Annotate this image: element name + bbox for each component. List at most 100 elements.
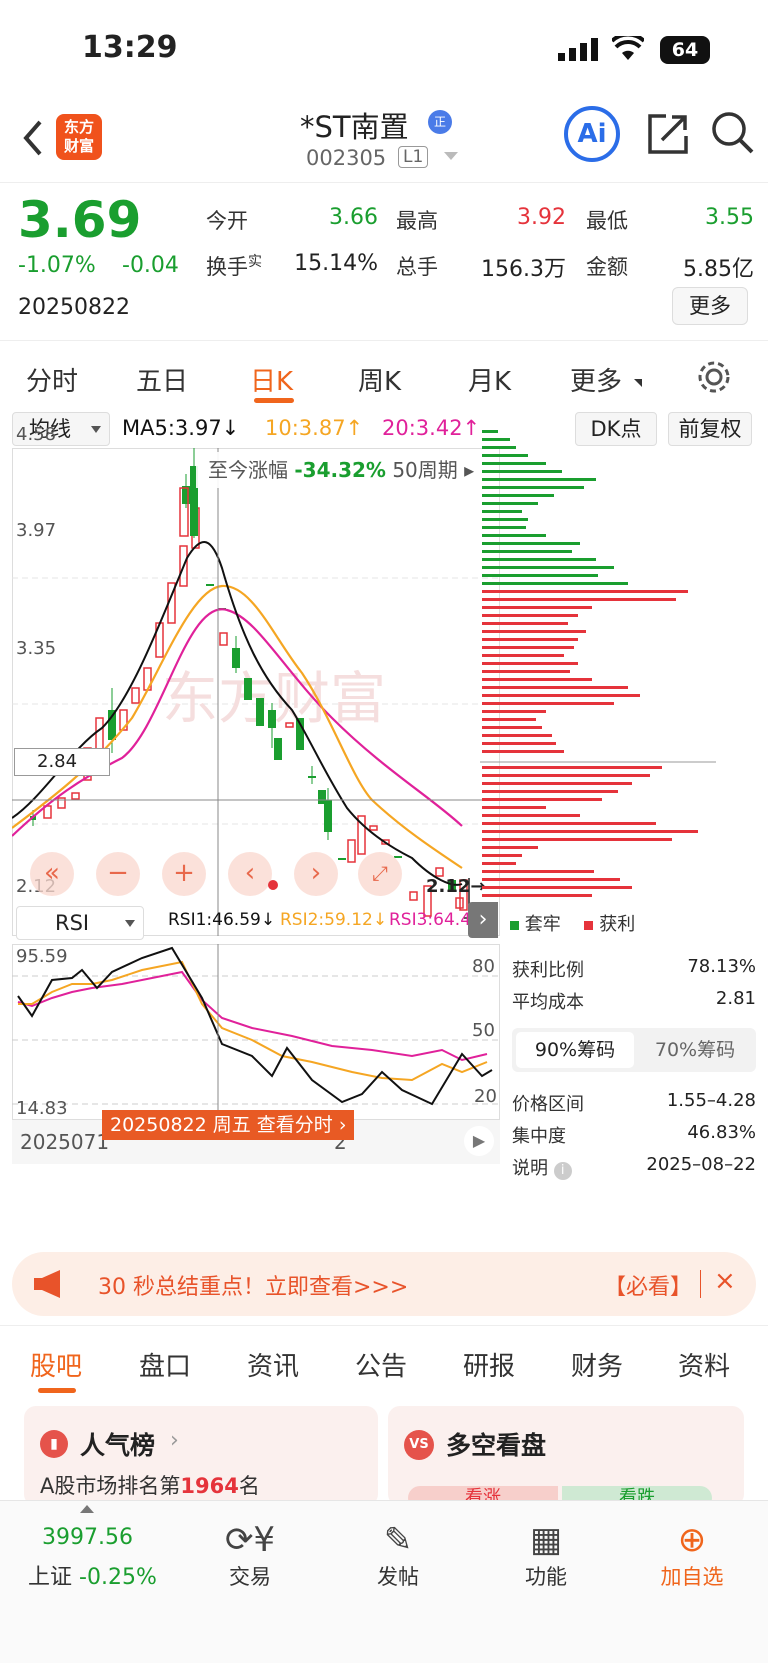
tab-chip-90[interactable]: 90%筹码 bbox=[516, 1032, 634, 1068]
popular-rank-title: 人气榜 bbox=[80, 1431, 156, 1460]
back-icon[interactable] bbox=[20, 118, 44, 158]
info-icon[interactable]: i bbox=[553, 1162, 572, 1180]
rsi3-line bbox=[17, 970, 488, 1062]
chart-badge-icon: ▮ bbox=[40, 1430, 68, 1458]
stat-value-amount: 5.85亿 bbox=[683, 257, 754, 282]
nav-add-watchlist[interactable]: ⊕ 加自选 bbox=[642, 1519, 742, 1591]
close-banner-icon[interactable]: × bbox=[714, 1266, 736, 1296]
tab-pankou[interactable]: 盘口 bbox=[139, 1352, 192, 1382]
price-range-label: 价格区间 bbox=[512, 1094, 584, 1115]
popular-rank-card[interactable]: ▮ 人气榜 › A股市场排名第1964名 bbox=[24, 1406, 378, 1506]
previous-button[interactable]: ‹ bbox=[228, 852, 272, 896]
tab-finance[interactable]: 财务 bbox=[571, 1352, 624, 1382]
megaphone-icon bbox=[34, 1270, 60, 1298]
popular-rank-text: A股市场排名第1964名 bbox=[40, 1474, 260, 1498]
rsi2-line bbox=[18, 960, 488, 1082]
rsi-top-label: 95.59 bbox=[16, 946, 68, 967]
chip-legend: 套牢 获利 bbox=[510, 910, 635, 936]
nav-functions[interactable]: ▦ 功能 bbox=[496, 1519, 596, 1591]
last-price: 3.69 bbox=[18, 191, 142, 249]
period-change-bar[interactable]: 至今涨幅 -34.32% 50周期 ▸ bbox=[196, 452, 496, 488]
tab-announcements[interactable]: 公告 bbox=[355, 1352, 408, 1382]
stat-label-low: 最低 bbox=[586, 209, 628, 233]
note-date: 2025–08–22 bbox=[646, 1154, 756, 1175]
tab-profile[interactable]: 资料 bbox=[678, 1352, 731, 1382]
rsi2-value: RSI2:59.12↓ bbox=[280, 910, 388, 930]
add-circle-icon: ⊕ bbox=[677, 1520, 707, 1560]
select-caret-icon bbox=[91, 426, 101, 433]
caret-up-icon[interactable] bbox=[80, 1505, 94, 1513]
stat-label-high: 最高 bbox=[396, 209, 438, 233]
concentration-label: 集中度 bbox=[512, 1126, 566, 1147]
zoom-in-button[interactable]: + bbox=[162, 852, 206, 896]
concentration-value: 46.83% bbox=[687, 1122, 756, 1143]
ma5-value: MA5:3.97↓ bbox=[122, 416, 240, 440]
dropdown-icon[interactable] bbox=[444, 152, 458, 160]
tab-five-day[interactable]: 五日 bbox=[136, 367, 189, 397]
dk-point-button[interactable]: DK点 bbox=[575, 412, 657, 446]
y-label-top: 4.58 bbox=[16, 424, 57, 445]
ma-select[interactable]: 均线 bbox=[12, 412, 110, 446]
y-label-3-97: 3.97 bbox=[16, 520, 57, 541]
tab-research[interactable]: 研报 bbox=[463, 1352, 516, 1382]
tab-news[interactable]: 资讯 bbox=[247, 1352, 300, 1382]
share-icon[interactable] bbox=[646, 112, 690, 156]
edit-icon: ✎ bbox=[383, 1520, 413, 1560]
tab-weekly-k[interactable]: 周K bbox=[358, 367, 402, 397]
play-icon[interactable]: ▶ bbox=[464, 1126, 494, 1156]
stat-label-amount: 金额 bbox=[586, 255, 628, 279]
selected-date-tag[interactable]: 20250822 周五 查看分时 › bbox=[102, 1110, 355, 1140]
stat-label-open: 今开 bbox=[206, 209, 248, 233]
price-range-value: 1.55–4.28 bbox=[666, 1090, 756, 1111]
avg-cost-value: 2.81 bbox=[715, 988, 756, 1009]
rsi-plot[interactable] bbox=[12, 944, 500, 1120]
index-value[interactable]: 3997.56 bbox=[42, 1525, 133, 1550]
ai-button[interactable]: Ai bbox=[564, 106, 620, 162]
app-logo: 东方 财富 bbox=[56, 114, 102, 160]
ma20-value: 20:3.42↑ bbox=[382, 416, 481, 440]
zoom-out-button[interactable]: − bbox=[96, 852, 140, 896]
next-button[interactable]: › bbox=[294, 852, 338, 896]
wifi-icon bbox=[612, 36, 644, 60]
tab-more[interactable]: 更多 bbox=[570, 367, 623, 397]
profit-ratio-label: 获利比例 bbox=[512, 960, 584, 981]
nav-post[interactable]: ✎ 发帖 bbox=[348, 1519, 448, 1591]
bull-bear-card[interactable]: VS 多空看盘 看涨 看跌 bbox=[388, 1406, 744, 1510]
stat-value-turnover: 15.14% bbox=[294, 251, 378, 276]
expand-panel-button[interactable]: › bbox=[468, 902, 498, 938]
chip-bars-profit bbox=[482, 590, 698, 897]
chip-distribution-histogram bbox=[480, 430, 716, 897]
tab-monthly-k[interactable]: 月K bbox=[468, 367, 512, 397]
tab-guba[interactable]: 股吧 bbox=[30, 1352, 83, 1382]
rsi-bottom-label: 14.83 bbox=[16, 1098, 68, 1119]
signal-icon bbox=[558, 38, 598, 61]
battery-icon: 64 bbox=[660, 36, 710, 64]
tab-daily-k[interactable]: 日K bbox=[250, 367, 294, 397]
date-start: 2025071 bbox=[20, 1130, 110, 1154]
nav-trade[interactable]: ⟳¥ 交易 bbox=[200, 1519, 300, 1591]
index-summary[interactable]: 上证 -0.25% bbox=[28, 1565, 157, 1590]
bull-bear-title: 多空看盘 bbox=[446, 1431, 547, 1460]
promo-banner[interactable]: 30 秒总结重点！立即查看>>> 【必看】 × bbox=[12, 1252, 756, 1316]
note-label[interactable]: 说明 i bbox=[512, 1154, 572, 1180]
banner-text: 30 秒总结重点！立即查看>>> bbox=[98, 1275, 409, 1300]
bottom-bar: 3997.56 上证 -0.25% ⟳¥ 交易 ✎ 发帖 ▦ 功能 ⊕ 加自选 bbox=[0, 1500, 768, 1663]
crosshair-price-label: 2.84 bbox=[14, 748, 110, 776]
vs-icon: VS bbox=[404, 1430, 434, 1460]
tab-chip-70[interactable]: 70%筹码 bbox=[654, 1039, 736, 1061]
more-button[interactable]: 更多 bbox=[672, 287, 748, 325]
search-icon[interactable] bbox=[710, 110, 756, 156]
tab-minute[interactable]: 分时 bbox=[26, 367, 79, 397]
change-amount: -0.04 bbox=[122, 253, 179, 278]
header: 东方 财富 *ST南置 正 002305 L1 Ai bbox=[0, 100, 768, 182]
fullscreen-button[interactable]: ⤢ bbox=[358, 852, 402, 896]
settings-gear-icon[interactable] bbox=[696, 359, 732, 395]
chip-bars-trapped bbox=[482, 430, 628, 585]
margin-badge-icon: 正 bbox=[428, 110, 452, 134]
stock-code: 002305 bbox=[306, 146, 387, 170]
adjust-button[interactable]: 前复权 bbox=[668, 412, 752, 446]
fast-rewind-button[interactable]: « bbox=[30, 852, 74, 896]
rsi1-line bbox=[17, 946, 493, 1106]
stock-name: *ST南置 bbox=[300, 110, 409, 144]
rsi-select[interactable]: RSI bbox=[16, 906, 144, 940]
